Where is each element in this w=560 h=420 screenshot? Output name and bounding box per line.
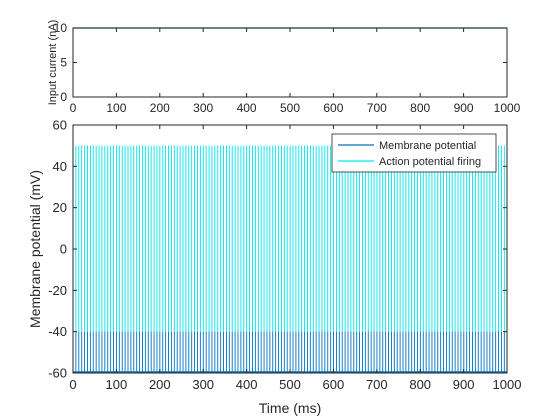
membrane-potential-axes: 0 100 200 300 400 500 600 700 800 900 1000-60-40-2… [27, 118, 521, 416]
x-tick-label: 300 [192, 377, 214, 392]
y-tick-label: 20 [53, 200, 67, 215]
y-tick-label: 0 [60, 90, 67, 104]
x-tick-label: 800 [410, 101, 430, 115]
input-current-axes: 0 100 200 300 400 500 600 700 800 900 1000 0 5 10Inpu… [47, 20, 521, 115]
x-tick-label: 600 [323, 101, 343, 115]
x-tick-label: 500 [279, 377, 301, 392]
y-tick-label: 5 [60, 56, 67, 70]
x-tick-label: 1000 [493, 377, 522, 392]
x-tick-label: 400 [236, 377, 258, 392]
x-tick-label: 1000 [494, 101, 521, 115]
legend-label: Membrane potential [379, 140, 476, 152]
y-tick-label: -60 [48, 366, 67, 381]
x-tick-label: 900 [454, 101, 474, 115]
y-axis-label: Membrane potential (mV) [27, 170, 43, 328]
x-tick-label: 0 [70, 101, 77, 115]
x-tick-label: 100 [106, 101, 126, 115]
y-tick-label: 0 [60, 242, 67, 257]
x-tick-label: 500 [280, 101, 300, 115]
x-tick-label: 600 [323, 377, 345, 392]
y-tick-label: -40 [48, 324, 67, 339]
legend-box [331, 133, 497, 173]
x-tick-label: 900 [453, 377, 475, 392]
x-tick-label: 0 [69, 377, 76, 392]
x-tick-label: 300 [193, 101, 213, 115]
x-tick-label: 400 [237, 101, 257, 115]
x-tick-label: 200 [150, 101, 170, 115]
x-tick-label: 100 [106, 377, 128, 392]
y-tick-label: 10 [54, 21, 68, 35]
x-tick-label: 200 [149, 377, 171, 392]
x-tick-label: 800 [409, 377, 431, 392]
y-tick-label: 40 [53, 159, 67, 174]
x-tick-label: 700 [367, 101, 387, 115]
plot-area [73, 28, 507, 97]
legend-label: Action potential firing [379, 156, 481, 168]
legend: Membrane potential Action potential firin… [331, 133, 497, 173]
y-tick-label: 60 [53, 118, 67, 133]
y-axis-label: Input current (nA) [47, 20, 59, 106]
x-axis-label: Time (ms) [259, 400, 321, 416]
x-tick-label: 700 [366, 377, 388, 392]
y-tick-label: -20 [48, 283, 67, 298]
